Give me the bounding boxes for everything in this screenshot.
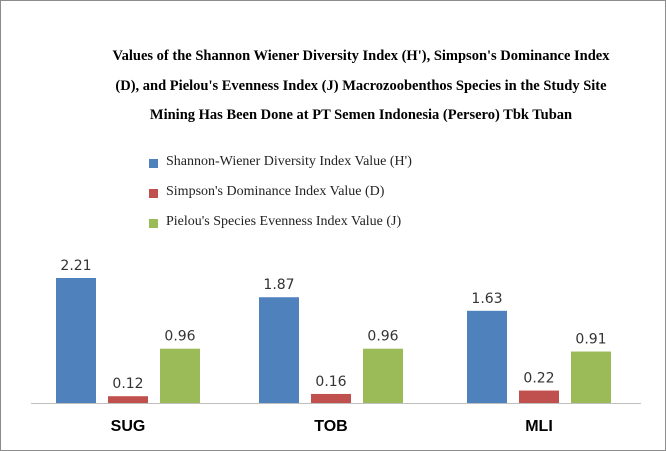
data-label-shannon-sug: 2.21 <box>60 258 91 274</box>
category-label-tob: TOB <box>314 418 347 435</box>
data-label-shannon-mli: 1.63 <box>471 291 502 307</box>
bar-shannon-sug <box>56 278 96 403</box>
legend-label-simpson: Simpson's Dominance Index Value (D) <box>166 184 385 199</box>
category-label-sug: SUG <box>111 418 146 435</box>
data-label-simpson-mli: 0.22 <box>523 371 554 387</box>
bar-pielou-sug <box>160 348 200 403</box>
bar-pielou-tob <box>363 348 403 403</box>
legend-swatch-simpson <box>149 189 158 198</box>
data-label-simpson-sug: 0.12 <box>112 376 143 392</box>
bar-simpson-tob <box>311 393 351 403</box>
data-label-shannon-tob: 1.87 <box>263 277 294 293</box>
bar-simpson-mli <box>519 390 559 403</box>
legend-label-shannon: Shannon-Wiener Diversity Index Value (H'… <box>166 154 412 169</box>
legend-swatch-shannon <box>149 159 158 168</box>
chart-title-line-2: (D), and Pielou's Evenness Index (J) Mac… <box>115 78 607 94</box>
data-label-pielou-tob: 0.96 <box>367 329 398 345</box>
legend-label-pielou: Pielou's Species Evenness Index Value (J… <box>166 214 402 229</box>
bar-shannon-tob <box>259 297 299 403</box>
data-label-pielou-mli: 0.91 <box>575 332 606 348</box>
data-label-pielou-sug: 0.96 <box>164 329 195 345</box>
bar-shannon-mli <box>467 310 507 403</box>
chart-title-line-3: Mining Has Been Done at PT Semen Indones… <box>149 107 573 123</box>
bar-pielou-mli <box>571 351 611 403</box>
chart-title-line-1: Values of the Shannon Wiener Diversity I… <box>112 48 610 64</box>
data-label-simpson-tob: 0.16 <box>315 374 346 390</box>
category-label-mli: MLI <box>525 418 553 435</box>
legend-swatch-pielou <box>149 219 158 228</box>
bar-simpson-sug <box>108 396 148 403</box>
